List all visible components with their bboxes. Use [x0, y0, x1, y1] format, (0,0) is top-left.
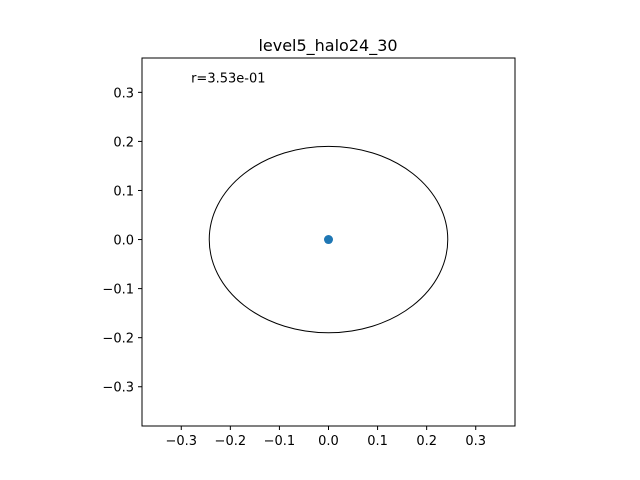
y-tick-label: 0.0 [113, 234, 134, 249]
y-tick-label: 0.1 [113, 184, 134, 199]
x-tick-label: −0.1 [264, 434, 296, 449]
y-tick-label: 0.3 [113, 86, 134, 101]
x-tick-label: 0.0 [318, 434, 339, 449]
x-tick-label: 0.3 [465, 434, 486, 449]
y-tick-label: 0.2 [113, 135, 134, 150]
x-tick-label: 0.2 [416, 434, 437, 449]
data-point [324, 235, 333, 245]
x-tick-label: −0.2 [215, 434, 247, 449]
plot-area: −0.3 −0.2 −0.1 0.0 0.1 0.2 0.3 −0.3 −0.2 −0.1 0.0 0… [102, 57, 516, 449]
x-tick-label: 0.1 [367, 434, 388, 449]
chart-title: level5_halo24_30 [258, 36, 397, 56]
ellipse-outline [208, 145, 449, 334]
x-tick-label: −0.3 [165, 434, 197, 449]
y-tick-label: −0.1 [102, 283, 134, 298]
y-tick-label: −0.3 [102, 381, 134, 396]
y-tick-label: −0.2 [102, 332, 134, 347]
annotation-text: r=3.53e-01 [191, 72, 265, 87]
